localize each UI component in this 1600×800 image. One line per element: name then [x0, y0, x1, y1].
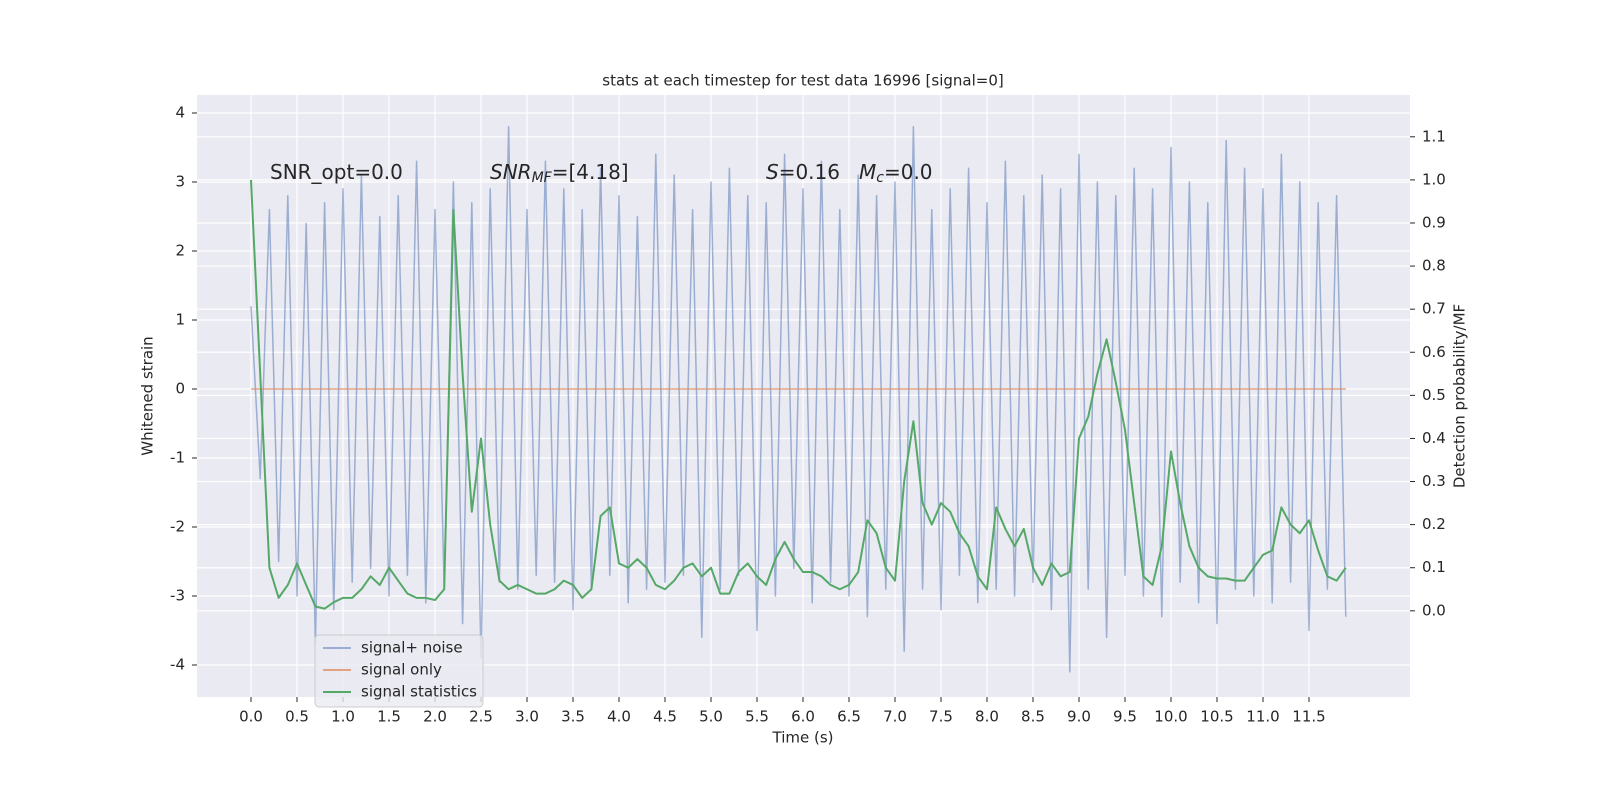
y2-tick-label: 0.1 [1422, 558, 1446, 576]
legend-box [314, 634, 484, 708]
x-tick-label: 8.5 [1021, 708, 1045, 726]
x-axis-label: Time (s) [772, 729, 834, 747]
x-tick-label: 10.5 [1200, 708, 1233, 726]
chart-title: stats at each timestep for test data 169… [602, 72, 1003, 90]
annotation: S=0.16 [766, 160, 840, 184]
y2-tick-label: 0.3 [1422, 472, 1446, 490]
x-tick-label: 11.0 [1246, 708, 1279, 726]
y-axis-label: Whitened strain [139, 336, 157, 455]
x-tick-label: 5.5 [745, 708, 769, 726]
annotation-part: SNR_opt=0.0 [270, 160, 403, 184]
y-tick-label: 0 [175, 379, 185, 397]
x-tick-label: 3.0 [515, 708, 539, 726]
annotation-part: =[4.18] [552, 160, 629, 184]
y-tick-label: -1 [170, 448, 185, 466]
x-tick-label: 6.0 [791, 708, 815, 726]
y2-tick-label: 0.5 [1422, 386, 1446, 404]
y-tick-label: -4 [170, 655, 185, 673]
y2-tick-label: 1.1 [1422, 127, 1446, 145]
x-tick-label: 9.5 [1113, 708, 1137, 726]
x-tick-label: 3.5 [561, 708, 585, 726]
x-tick-label: 6.5 [837, 708, 861, 726]
x-tick-label: 7.0 [883, 708, 907, 726]
annotation-part: MF [532, 170, 553, 186]
x-tick-label: 1.0 [331, 708, 355, 726]
annotation: Mc=0.0 [859, 160, 933, 187]
x-tick-label: 2.0 [423, 708, 447, 726]
y-tick-label: -3 [170, 586, 185, 604]
series-line [250, 179, 1347, 610]
x-tick-label: 4.0 [607, 708, 631, 726]
x-tick-label: 5.0 [699, 708, 723, 726]
legend-label: signal+ noise [361, 639, 463, 657]
y-tick-label: 4 [175, 104, 185, 122]
x-tick-label: 2.5 [469, 708, 493, 726]
legend-label: signal statistics [361, 683, 477, 701]
y2-tick-label: 0.0 [1422, 601, 1446, 619]
y-tick-label: 3 [175, 173, 185, 191]
y2-tick-label: 0.7 [1422, 300, 1446, 318]
x-tick-label: 9.0 [1067, 708, 1091, 726]
y2-tick-label: 0.2 [1422, 515, 1446, 533]
annotation-part: SNR [490, 160, 532, 184]
annotation: SNR_opt=0.0 [270, 160, 403, 184]
y2-tick-label: 0.6 [1422, 343, 1446, 361]
x-tick-label: 11.5 [1292, 708, 1325, 726]
x-tick-label: 0.5 [285, 708, 309, 726]
y-tick-label: 2 [175, 242, 185, 260]
annotation-part: =0.16 [779, 160, 840, 184]
y-tick-label: 1 [175, 310, 185, 328]
y2-tick-label: 0.4 [1422, 429, 1446, 447]
annotation-part: c [876, 170, 884, 186]
y2-tick-label: 0.9 [1422, 213, 1446, 231]
x-tick-label: 7.5 [929, 708, 953, 726]
x-tick-label: 1.5 [377, 708, 401, 726]
y2-tick-label: 0.8 [1422, 257, 1446, 275]
y2-axis-label: Detection probability/MF [1451, 304, 1469, 488]
annotation: SNRMF=[4.18] [490, 160, 629, 187]
y2-tick-label: 1.0 [1422, 170, 1446, 188]
x-tick-label: 8.0 [975, 708, 999, 726]
x-tick-label: 4.5 [653, 708, 677, 726]
y-tick-label: -2 [170, 517, 185, 535]
x-tick-label: 0.0 [239, 708, 263, 726]
annotation-part: M [859, 160, 876, 184]
annotation-part: =0.0 [884, 160, 933, 184]
legend-label: signal only [361, 661, 442, 679]
annotation-part: S [766, 160, 779, 184]
x-tick-label: 10.0 [1154, 708, 1187, 726]
